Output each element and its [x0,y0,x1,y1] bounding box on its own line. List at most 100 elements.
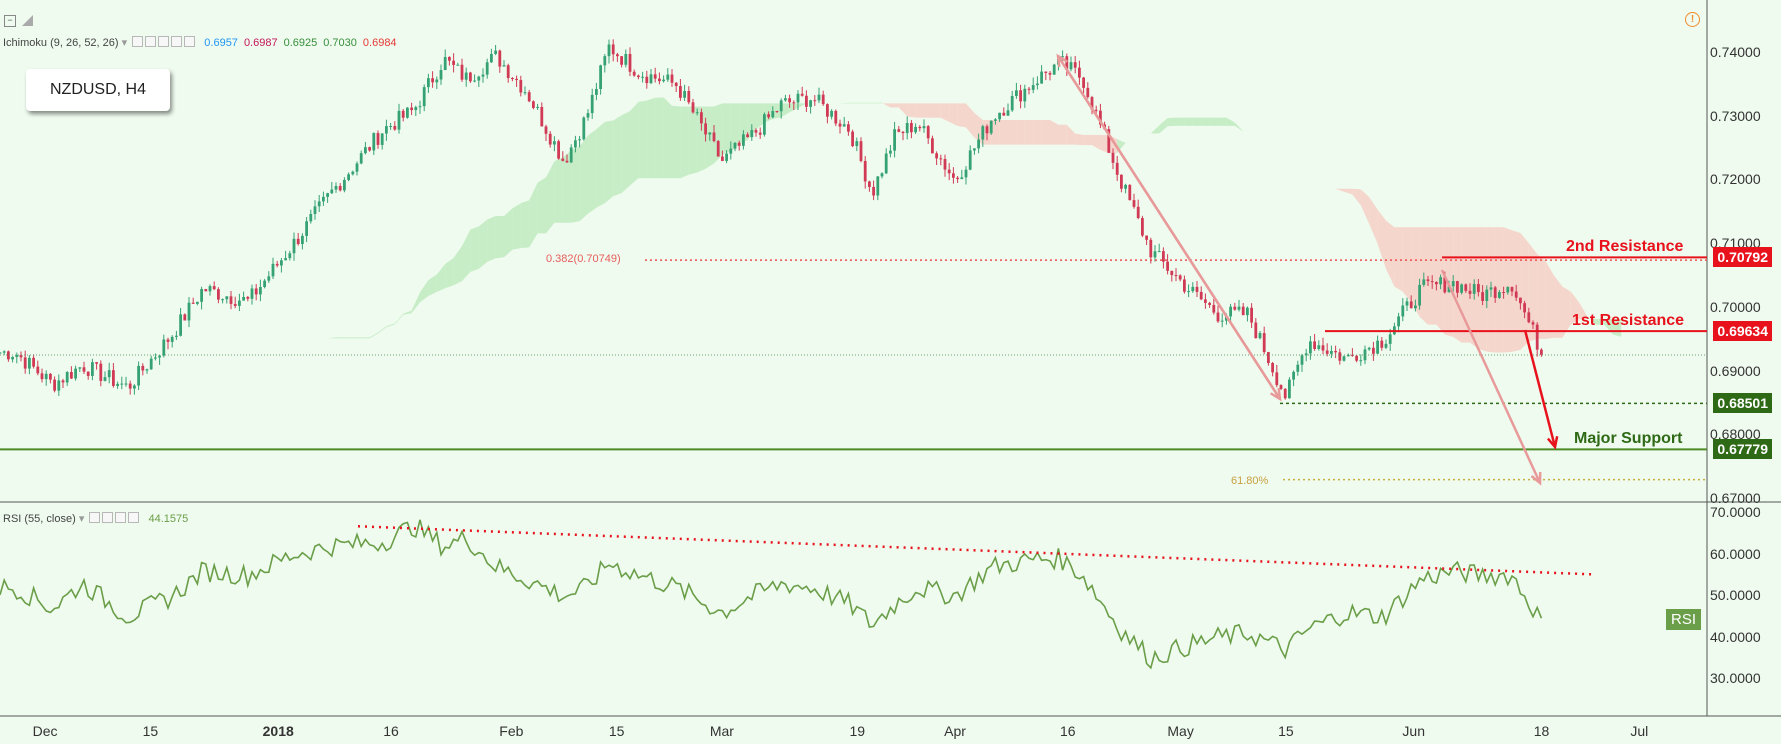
indicator-name[interactable]: Ichimoku (9, 26, 52, 26) [3,37,119,49]
cloud-segment [436,263,446,292]
candle-body [28,357,31,369]
cloud-segment [747,103,756,141]
settings-icon[interactable] [102,512,114,523]
add-icon[interactable] [171,36,183,47]
candle-body [343,179,346,191]
candle-body [901,131,905,134]
cloud-segment [1251,145,1260,157]
cloud-segment [285,352,294,364]
candle-body [574,140,577,148]
candle-body [410,107,413,111]
candle-body [926,126,930,139]
source-icon[interactable] [158,36,170,47]
candle-body [334,185,338,190]
candle-body [1296,364,1300,372]
settings-icon[interactable] [145,36,157,47]
cloud-segment [1318,180,1328,189]
cloud-segment [1024,119,1034,145]
candle-body [595,88,598,95]
candle-body [187,302,191,321]
candle-body [74,368,77,379]
candle-body [1485,289,1489,301]
candle-body [1502,292,1505,294]
candle-body [263,280,266,288]
candle-body [7,351,10,360]
candle-body [208,286,212,292]
candle-body [149,358,153,370]
candle-body [666,74,670,80]
rsi-tick-label: 60.0000 [1710,545,1761,562]
cloud-segment [294,346,303,353]
cloud-segment [638,100,647,179]
candle-body [183,314,187,321]
candle-body [1195,286,1199,292]
candle-body [347,174,350,180]
candle-body [1027,88,1031,90]
cloud-segment [1587,316,1596,325]
candle-body [1048,72,1052,75]
cloud-segment [1554,275,1563,338]
candle-body [212,286,216,290]
candle-body [1535,324,1539,350]
cloud-segment [865,102,874,104]
candle-body [1397,316,1400,327]
warning-icon[interactable]: ! [1685,12,1700,27]
y-tick-label: 0.68000 [1710,426,1761,443]
symbol-label: NZDUSD, H4 [26,69,170,111]
cloud-segment [1058,124,1067,145]
candle-body [754,130,758,133]
eye-icon[interactable] [89,512,101,523]
x-tick-label: 16 [383,723,399,739]
candle-body [275,263,279,266]
candle-body [1330,350,1333,354]
candle-body [1069,62,1073,70]
candle-body [1237,306,1241,310]
candle-body [607,44,611,57]
cloud-segment [1402,227,1412,303]
x-tick-label: Dec [32,723,58,739]
candle-body [1170,270,1174,276]
cloud-segment [1176,117,1185,126]
cloud-segment [898,103,908,117]
candle-body [519,80,523,93]
candle-body [851,131,854,147]
dropdown-icon[interactable]: ▾ [78,513,85,525]
collapse-icon[interactable]: − [4,15,16,27]
candle-body [2,351,6,353]
rsi-name[interactable]: RSI (55, close) [3,513,76,525]
candle-body [1145,235,1148,240]
add-icon[interactable] [115,512,127,523]
dropdown-icon[interactable]: ▾ [121,37,128,49]
cloud-segment [369,332,378,339]
x-tick-label: Jul [1630,723,1649,739]
cloud-segment [1537,254,1546,339]
candle-body [456,64,460,66]
candle-body [721,156,724,161]
maximize-icon[interactable] [22,15,33,26]
indicator-header: Ichimoku (9, 26, 52, 26) ▾ 0.6957 0.6987 0… [3,36,397,49]
cloud-segment [932,103,941,118]
candle-body [158,355,161,358]
candle-body [107,370,111,378]
cloud-segment [1008,119,1017,145]
cloud-segment [1201,117,1210,126]
candle-body [82,367,86,372]
cloud-segment [1377,209,1386,269]
candle-body [1372,347,1375,354]
candle-body [86,371,90,376]
cloud-segment [453,246,462,286]
cloud-segment [1041,119,1050,145]
rsi-header: RSI (55, close) ▾ 44.1575 [3,512,188,525]
projection-arrow-head [1546,435,1559,450]
close-icon[interactable] [128,512,140,523]
cloud-segment [1545,261,1554,339]
cloud-segment [1596,318,1605,325]
candle-body [179,314,182,336]
cloud-segment [1579,302,1588,319]
cloud-segment [546,161,555,234]
candle-body [670,74,674,83]
eye-icon[interactable] [132,36,144,47]
close-icon[interactable] [184,36,196,47]
candle-body [401,110,405,118]
